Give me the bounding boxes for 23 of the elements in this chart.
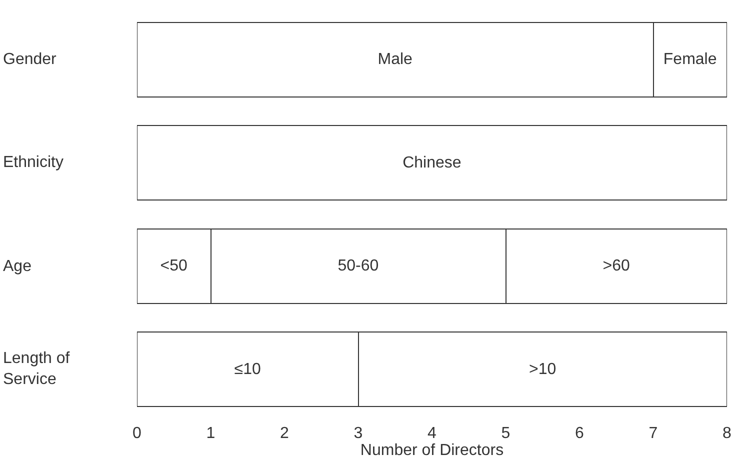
data-label: Chinese: [402, 154, 462, 172]
x-tick-label: 4: [428, 425, 437, 442]
x-tick-label: 2: [280, 425, 290, 442]
x-tick-label: 3: [354, 425, 363, 442]
x-tick-label: 7: [648, 425, 658, 442]
data-label: Male: [378, 51, 413, 68]
data-label: 50-60: [338, 258, 379, 275]
x-axis-title: Number of Directors: [360, 442, 504, 459]
x-tick-label: 8: [722, 425, 732, 442]
data-label: <50: [160, 258, 188, 275]
data-label: ≤10: [234, 360, 261, 378]
y-tick-label: Ethnicity: [3, 154, 64, 171]
y-tick-label: Gender: [3, 51, 58, 68]
y-tick-label: Age: [3, 258, 32, 275]
x-tick-label: 5: [501, 425, 510, 442]
data-label: >10: [529, 360, 556, 378]
data-label: Female: [663, 51, 717, 68]
x-tick-label: 1: [206, 425, 216, 442]
x-tick-label: 6: [575, 425, 584, 442]
x-tick-label: 0: [132, 425, 142, 442]
y-tick-label: Length of Service: [3, 350, 70, 388]
data-label: >60: [602, 258, 630, 275]
bar: [137, 125, 727, 201]
